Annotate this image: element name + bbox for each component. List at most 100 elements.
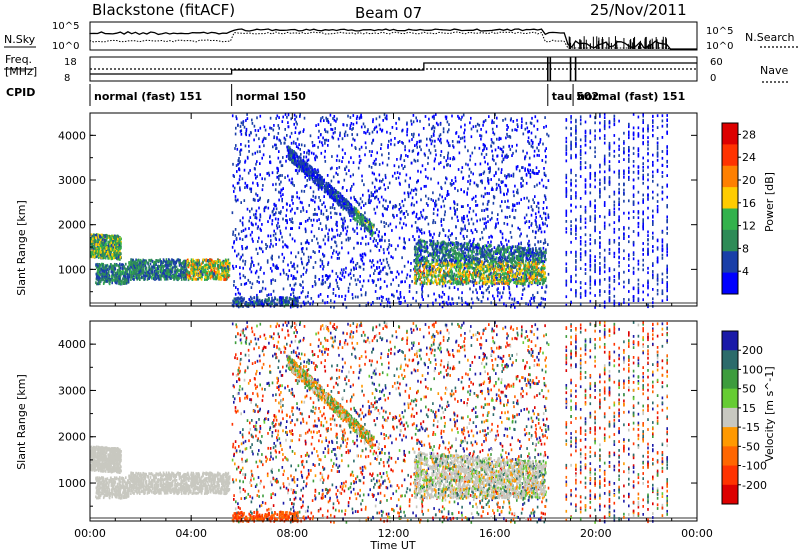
power-cell [494, 148, 497, 152]
power-cell [190, 264, 193, 268]
power-cell [99, 270, 101, 274]
power-cell [181, 267, 184, 271]
power-cell [120, 240, 122, 244]
power-cell [139, 265, 142, 269]
power-cell [195, 264, 197, 268]
power-cell [278, 126, 280, 130]
power-cell [512, 190, 515, 194]
power-cell [259, 150, 261, 153]
power-cell [163, 259, 165, 263]
power-cell [103, 280, 106, 284]
power-cell [411, 196, 414, 200]
power-cell [506, 124, 508, 127]
power-cell [240, 255, 242, 259]
power-cell [102, 234, 104, 237]
power-cell [258, 281, 260, 284]
power-cell [142, 272, 145, 276]
power-cell [460, 296, 463, 300]
power-cell [373, 172, 375, 176]
power-cell [446, 192, 449, 196]
power-cell [408, 185, 410, 189]
power-cell [538, 170, 540, 173]
power-cell [329, 113, 332, 117]
power-cell [327, 144, 329, 147]
power-cell [285, 244, 288, 248]
power-cell [457, 287, 459, 291]
power-cell [451, 114, 453, 118]
power-cell [276, 114, 279, 118]
power-cell [533, 185, 536, 188]
power-cell [111, 279, 113, 282]
power-cell [293, 113, 296, 117]
power-cell [265, 243, 267, 246]
power-cell [269, 216, 271, 220]
power-cell [194, 265, 196, 269]
beam-label: Beam 07 [355, 4, 422, 22]
power-cell [182, 270, 184, 274]
power-cell [215, 277, 217, 281]
power-cell [133, 278, 135, 281]
power-cell [109, 265, 111, 269]
power-cell [190, 269, 192, 273]
power-cell [192, 271, 195, 274]
power-cell [136, 273, 138, 277]
power-cell [270, 279, 272, 282]
power-cell [325, 116, 327, 120]
power-cell [483, 120, 485, 124]
power-cell [251, 297, 253, 301]
power-cell [512, 204, 514, 208]
power-cell [161, 264, 163, 268]
power-cell [119, 249, 121, 253]
power-cell [512, 174, 515, 178]
power-cell [334, 235, 336, 239]
power-cell [107, 241, 109, 244]
power-cell [327, 217, 329, 221]
power-cell [364, 202, 367, 206]
power-cell [529, 175, 532, 179]
power-cell [530, 122, 533, 125]
power-cell [383, 225, 386, 228]
power-cell [104, 239, 106, 243]
power-cell [347, 251, 350, 255]
power-cell [300, 210, 302, 213]
power-cell [282, 193, 284, 196]
power-cell [300, 274, 302, 278]
power-cell [291, 217, 293, 221]
power-cell [289, 209, 292, 213]
power-cell [359, 253, 362, 257]
power-cell [533, 201, 535, 204]
power-cell [372, 138, 375, 142]
power-cell [281, 197, 283, 201]
power-cell [487, 177, 489, 180]
power-cell [466, 229, 469, 232]
power-cell [447, 156, 449, 160]
power-cell [379, 258, 381, 262]
power-cell [463, 237, 465, 240]
power-cell [479, 179, 482, 183]
power-cell [205, 258, 207, 262]
power-cell [500, 180, 503, 184]
power-cell [105, 275, 108, 279]
power-cell [361, 252, 364, 256]
power-cell [420, 187, 422, 191]
power-cell [474, 228, 477, 231]
power-cell [322, 136, 324, 140]
power-cell [284, 176, 286, 179]
power-cell [516, 301, 519, 304]
power-cell [485, 226, 487, 230]
power-cell [399, 291, 402, 294]
power-cell [133, 271, 136, 275]
power-cell [103, 241, 106, 245]
power-cell [410, 161, 413, 165]
power-cell [457, 219, 459, 222]
power-cell [327, 232, 329, 236]
power-cell [303, 155, 305, 159]
power-cell [392, 214, 395, 217]
power-cell [470, 306, 473, 309]
power-cell [425, 215, 427, 219]
power-cell [440, 223, 443, 227]
power-cell [212, 266, 215, 270]
power-cell [210, 258, 213, 262]
power-cell [210, 275, 213, 278]
power-cell [507, 173, 510, 177]
